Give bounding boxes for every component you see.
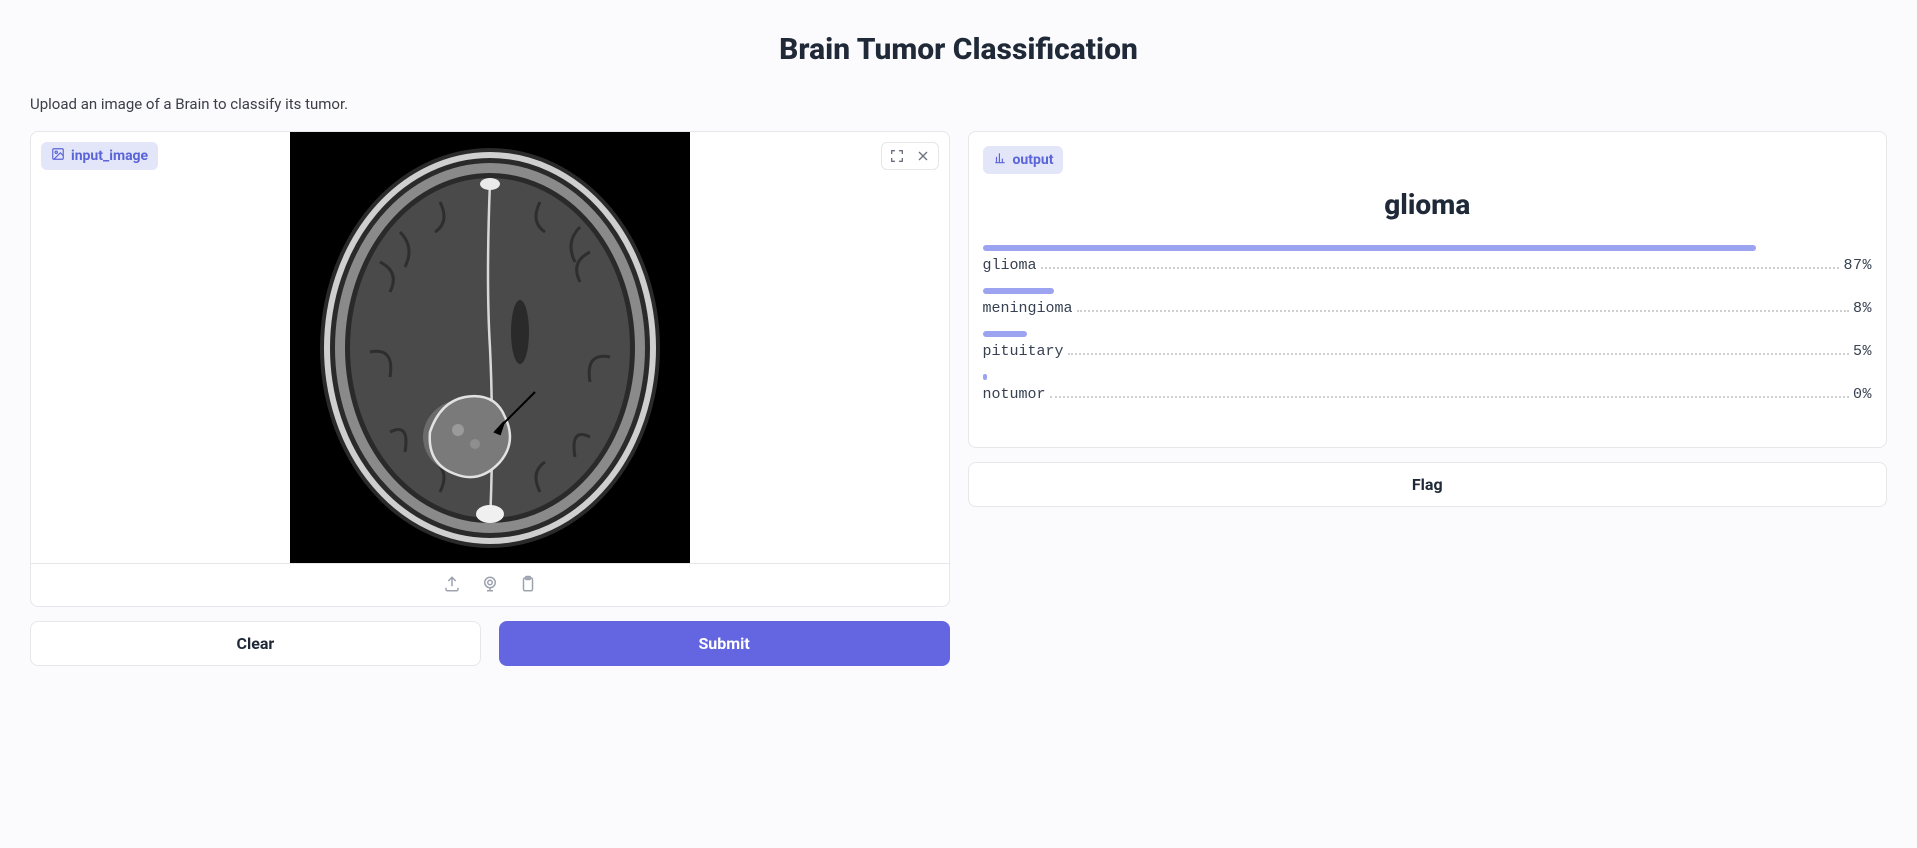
clipboard-icon[interactable] <box>518 574 538 594</box>
input-panel-label-text: input_image <box>71 148 148 164</box>
output-panel-label-badge: output <box>983 146 1064 174</box>
result-row: notumor 0% <box>983 374 1873 403</box>
flag-button[interactable]: Flag <box>968 462 1888 507</box>
upload-icon[interactable] <box>442 574 462 594</box>
page-title: Brain Tumor Classification <box>30 32 1887 67</box>
result-percentage: 87% <box>1843 257 1872 274</box>
confidence-bar <box>983 331 1873 337</box>
image-toolbar <box>31 564 949 606</box>
image-preview[interactable] <box>31 132 949 564</box>
result-label-line: notumor 0% <box>983 386 1873 403</box>
dotted-leader <box>1050 396 1849 398</box>
image-icon <box>51 147 65 165</box>
result-class-name: meningioma <box>983 300 1073 317</box>
confidence-bar-fill <box>983 374 987 380</box>
input-panel-label-badge: input_image <box>41 142 158 170</box>
image-corner-actions <box>881 142 939 170</box>
dotted-leader <box>1077 310 1849 312</box>
output-column: output glioma glioma 87% meningioma 8% pitui… <box>968 131 1888 507</box>
result-label-line: pituitary 5% <box>983 343 1873 360</box>
main-columns: input_image <box>30 131 1887 666</box>
clear-button[interactable]: Clear <box>30 621 481 666</box>
webcam-icon[interactable] <box>480 574 500 594</box>
top-prediction: glioma <box>983 188 1873 221</box>
confidence-bar <box>983 245 1873 251</box>
result-row: meningioma 8% <box>983 288 1873 317</box>
page-subtitle: Upload an image of a Brain to classify i… <box>30 95 1887 113</box>
chart-icon <box>993 151 1007 169</box>
confidence-bar-fill <box>983 245 1757 251</box>
output-panel-label-text: output <box>1013 152 1054 168</box>
dotted-leader <box>1068 353 1849 355</box>
result-percentage: 5% <box>1853 343 1872 360</box>
action-buttons: Clear Submit <box>30 621 950 666</box>
result-label-line: meningioma 8% <box>983 300 1873 317</box>
expand-icon[interactable] <box>888 147 906 165</box>
confidence-bar-fill <box>983 288 1054 294</box>
brain-mri-image <box>290 132 690 564</box>
result-class-name: pituitary <box>983 343 1064 360</box>
close-icon[interactable] <box>914 147 932 165</box>
input-column: input_image <box>30 131 950 666</box>
result-row: glioma 87% <box>983 245 1873 274</box>
submit-button[interactable]: Submit <box>499 621 950 666</box>
dotted-leader <box>1041 267 1840 269</box>
confidence-bar-fill <box>983 331 1027 337</box>
input-image-panel: input_image <box>30 131 950 607</box>
result-percentage: 0% <box>1853 386 1872 403</box>
result-class-name: glioma <box>983 257 1037 274</box>
result-label-line: glioma 87% <box>983 257 1873 274</box>
result-row: pituitary 5% <box>983 331 1873 360</box>
result-percentage: 8% <box>1853 300 1872 317</box>
confidence-bar <box>983 374 1873 380</box>
results-list: glioma 87% meningioma 8% pituitary 5% notumor 0… <box>983 245 1873 403</box>
result-class-name: notumor <box>983 386 1046 403</box>
confidence-bar <box>983 288 1873 294</box>
output-panel: output glioma glioma 87% meningioma 8% pitui… <box>968 131 1888 448</box>
